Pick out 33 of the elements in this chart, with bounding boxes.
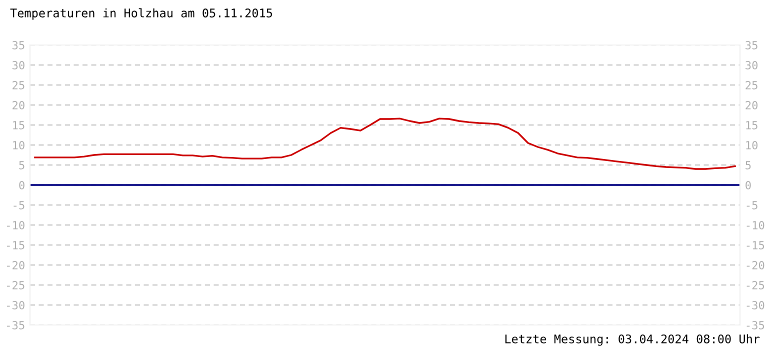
y-tick-label: -20 <box>7 261 24 270</box>
y2-tick-label: -5 <box>746 201 758 210</box>
y2-tick-label: -30 <box>746 301 764 310</box>
y2-tick-label: -10 <box>746 221 764 230</box>
y-tick-label: -30 <box>7 301 24 310</box>
y-tick-label: -5 <box>14 201 24 210</box>
y2-tick-label: -25 <box>746 281 764 290</box>
y-tick-label: 30 <box>12 61 24 70</box>
y-tick-label: -10 <box>7 221 24 230</box>
y2-tick-label: 10 <box>746 141 758 150</box>
y-tick-label: 0 <box>19 181 24 190</box>
y-tick-label: 35 <box>12 41 24 50</box>
line-series <box>34 118 736 170</box>
y-tick-label: 15 <box>13 121 24 130</box>
y-tick-label: -25 <box>7 281 24 290</box>
y-tick-label: 5 <box>19 161 24 170</box>
y2-tick-label: 20 <box>746 101 758 110</box>
y2-tick-label: -15 <box>746 241 764 250</box>
y2-tick-label: -20 <box>746 261 764 270</box>
y-tick-label: 10 <box>13 141 24 150</box>
y2-tick-label: 5 <box>746 161 751 170</box>
y2-tick-label: 15 <box>746 121 758 130</box>
y2-tick-label: 35 <box>746 41 758 50</box>
y-tick-label: 20 <box>12 101 24 110</box>
text: Letzte Messung: 03.04.2024 08:00 Uhr <box>505 334 760 346</box>
chart-title: Temperaturen in Holzhau am 05.11.2015 <box>10 8 272 20</box>
y2-tick-label: 30 <box>746 61 758 70</box>
y2-tick-label: 0 <box>746 181 751 190</box>
y-tick-label: -15 <box>7 241 24 250</box>
y2-tick-label: 25 <box>746 81 758 90</box>
y2-tick-label: -35 <box>746 321 764 330</box>
y-tick-label: 25 <box>12 81 24 90</box>
y-tick-label: -35 <box>7 321 24 330</box>
